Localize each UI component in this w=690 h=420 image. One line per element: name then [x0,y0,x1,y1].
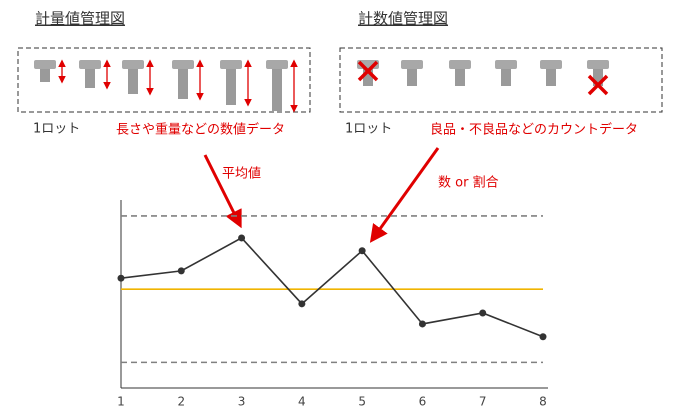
x-tick-label: 4 [298,395,306,409]
data-point [177,267,185,275]
lot-box [339,47,663,113]
bolt-head [587,60,609,69]
bolt-head [122,60,144,69]
bolt-head [449,60,471,69]
bolt-shank [85,68,95,88]
bolt-head [266,60,288,69]
data-point [238,234,246,242]
x-tick-label: 7 [479,395,487,409]
bolts [34,59,609,113]
section-title: 計量値管理図 [35,10,125,28]
bolt-head [495,60,517,69]
bolt-shank [407,68,417,86]
arrow [369,147,440,243]
lot-box [17,47,311,113]
x-tick-label: 2 [177,395,185,409]
description: 長さや重量などの数値データ [116,122,285,138]
bolt-head [79,60,101,69]
data-point [479,309,487,317]
bolt-head [401,60,423,69]
bolt-shank [546,68,556,86]
lot-label: 1ロット [345,122,392,137]
data-point [358,247,366,255]
bolt-head [34,60,56,69]
bolt-shank [178,68,188,99]
x-tick-label: 6 [419,395,427,409]
bolt-head [540,60,562,69]
defect-mark [587,74,609,96]
arrow [203,154,242,229]
x-tick-label: 8 [539,395,547,409]
data-line [120,236,544,338]
lot-label: 1ロット [33,122,80,137]
bolt-shank [272,68,282,111]
x-tick-label: 3 [238,395,246,409]
bolt-shank [40,68,50,82]
description: 良品・不良品などのカウントデータ [430,122,638,138]
annotation: 数 or 割合 [438,175,499,191]
bolt-shank [128,68,138,94]
data-point [117,274,125,282]
section-title: 計数値管理図 [358,10,448,28]
bolt-shank [501,68,511,86]
x-tick-label: 5 [358,395,366,409]
defect-mark [357,60,379,82]
bolt-head [172,60,194,69]
x-tick-label: 1 [117,395,125,409]
data-point [539,333,547,341]
bolt-shank [363,68,373,86]
bolt-shank [593,68,603,86]
bolt-head [220,60,242,69]
data-point [418,320,426,328]
annotation: 平均値 [222,166,261,182]
data-point [298,300,306,308]
bolt-shank [226,68,236,105]
bolt-shank [455,68,465,86]
